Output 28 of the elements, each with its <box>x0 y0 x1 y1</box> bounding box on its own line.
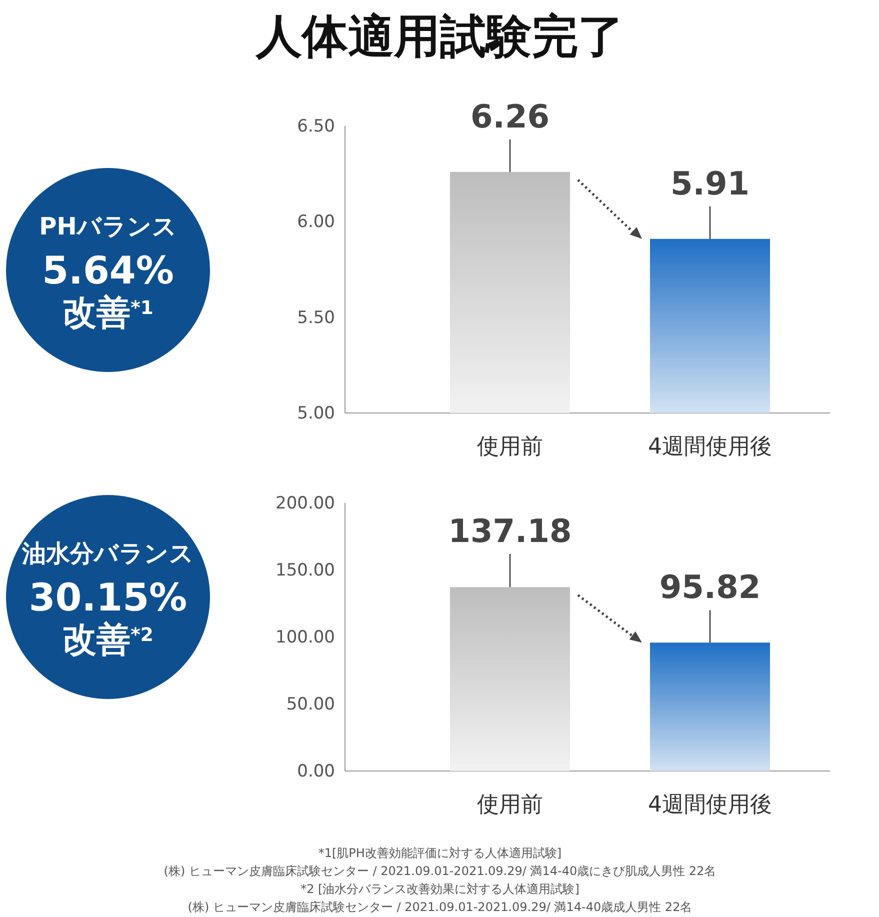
text: PHバランス <box>39 212 177 240</box>
x-tick-label: 4週間使用後 <box>648 792 772 818</box>
data-label: 95.82 <box>659 568 761 606</box>
text: 30.15% <box>28 575 188 620</box>
y-tick-label: 200.00 <box>276 493 335 514</box>
y-tick-label: 100.00 <box>276 627 335 648</box>
text: 改善$^{*1}$ <box>62 292 154 333</box>
x-tick-label: 4週間使用後 <box>648 434 772 460</box>
text: 油水分バランス <box>21 539 194 568</box>
y-tick-label: 6.00 <box>297 212 335 232</box>
text: (株) ヒューマン皮膚臨床試験センター / 2021.09.01-2021.09.29/ 満14-40歳成人男性 22名 <box>188 900 692 914</box>
text: (株) ヒューマン皮膚臨床試験センター / 2021.09.01-2021.09.29/ 満14-40歳にきび肌成人男性 22名 <box>164 864 716 878</box>
y-tick-label: 50.00 <box>286 694 335 714</box>
chart-title: 人体適用試験完了 <box>255 9 624 63</box>
y-tick-label: 150.00 <box>276 560 335 580</box>
text: *1[肌PH改善効能評価に対する人体適用試験] <box>318 846 562 860</box>
data-label: 5.91 <box>670 164 750 202</box>
y-tick-label: 5.00 <box>297 403 335 424</box>
x-tick-label: 使用前 <box>477 792 543 818</box>
y-tick-label: 5.50 <box>297 308 335 328</box>
y-tick-label: 6.50 <box>297 116 335 136</box>
y-tick-label: 0.00 <box>297 761 335 782</box>
data-label: 137.18 <box>448 512 572 550</box>
x-tick-label: 使用前 <box>477 434 543 460</box>
data-label: 6.26 <box>470 97 550 136</box>
text: *2 [油水分バランス改善効果に対する人体適用試験] <box>300 882 580 896</box>
text: 改善$^{*2}$ <box>62 620 154 660</box>
text: 5.64% <box>42 248 174 292</box>
